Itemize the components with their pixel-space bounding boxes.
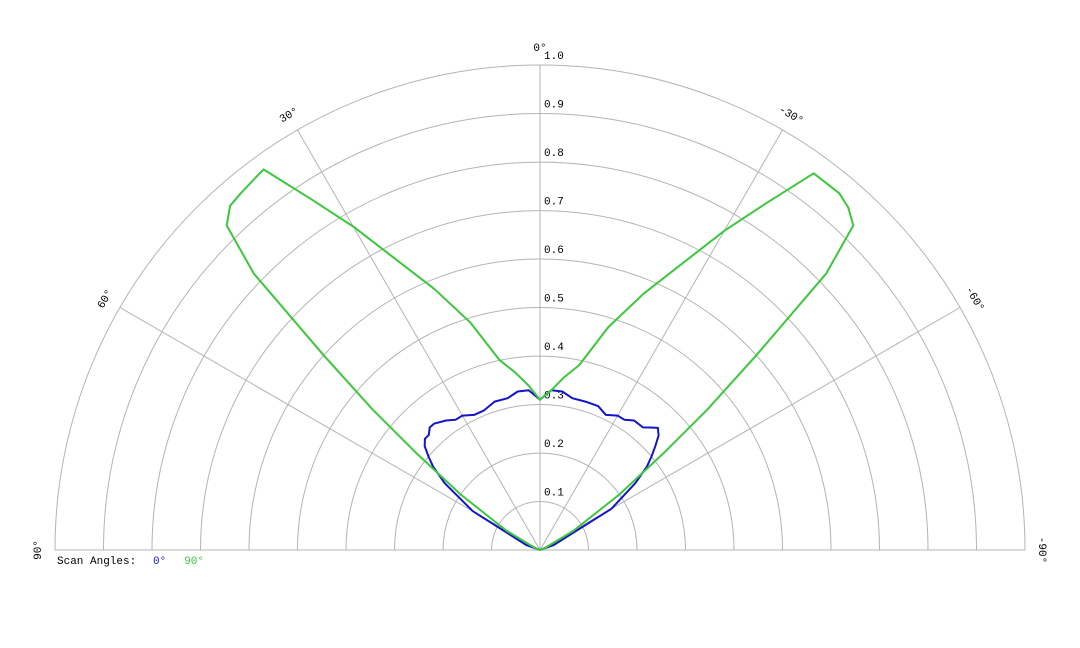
legend-title: Scan Angles: <box>57 556 136 568</box>
angle-tick-label: 30° <box>278 106 301 126</box>
angle-tick-label: 90° <box>33 540 45 560</box>
grid-spoke <box>297 129 541 551</box>
r-tick-label: 0.5 <box>544 294 564 306</box>
r-tick-label: 0.8 <box>544 148 564 160</box>
series-line <box>423 389 660 551</box>
angle-tick-label: -30° <box>776 104 805 128</box>
series-line <box>225 168 855 551</box>
r-tick-label: 0.6 <box>544 245 564 257</box>
angle-tick-label: -60° <box>962 285 986 314</box>
r-tick-label: 0.2 <box>544 439 564 451</box>
r-tick-label: 1.0 <box>544 51 564 63</box>
r-tick-label: 0.1 <box>544 488 564 500</box>
angle-tick-label: 60° <box>96 288 116 311</box>
r-tick-label: 0.4 <box>544 342 564 354</box>
r-tick-label: 0.9 <box>544 100 564 112</box>
angle-tick-label: -90° <box>1035 537 1047 563</box>
angle-tick-label: 0° <box>533 43 546 55</box>
grid-spoke <box>539 129 783 551</box>
legend-entry: 90° <box>184 556 204 568</box>
r-tick-label: 0.3 <box>544 391 564 403</box>
r-tick-label: 0.7 <box>544 197 564 209</box>
legend-entry: 0° <box>153 556 166 568</box>
